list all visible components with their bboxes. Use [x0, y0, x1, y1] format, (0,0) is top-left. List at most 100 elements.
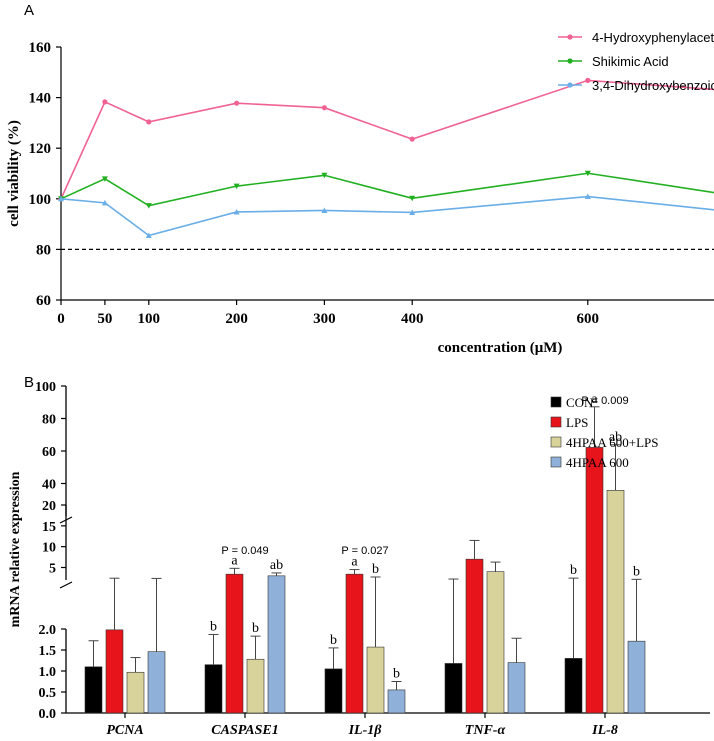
- bar: [564, 658, 583, 714]
- data-point: [409, 195, 416, 202]
- bar: [126, 671, 145, 714]
- panel-label-b: B: [24, 374, 34, 391]
- legend-swatch: [550, 436, 562, 448]
- data-point: [101, 199, 108, 206]
- category-label: CASPASE1: [211, 723, 278, 738]
- significance-letter: b: [570, 563, 577, 578]
- data-point: [584, 170, 591, 177]
- legend-marker: [567, 34, 573, 40]
- bar: [246, 658, 265, 714]
- series-line-dhba: [60, 195, 714, 237]
- category-label: IL-8: [591, 723, 618, 738]
- legend-swatch: [550, 396, 562, 408]
- y-tick-label: 60: [42, 445, 56, 460]
- data-point: [584, 193, 591, 200]
- y-tick-label: 160: [29, 40, 52, 56]
- y-tick-label: 120: [29, 141, 52, 157]
- legend-label: 4-Hydroxyphenylacetic Acid: [592, 30, 714, 45]
- y-tick-label: 100: [29, 192, 52, 208]
- legend-label: 4HPAA 600: [566, 455, 629, 470]
- x-tick-label: 100: [138, 311, 161, 327]
- significance-letter: ab: [609, 430, 622, 445]
- data-point: [409, 136, 415, 142]
- y-tick-label: 60: [36, 293, 51, 309]
- data-point: [145, 203, 152, 209]
- bar: [84, 666, 103, 714]
- legend-marker: [567, 58, 573, 64]
- bar: [486, 571, 505, 714]
- y-tick-label: 80: [42, 413, 56, 428]
- y-tick-label: 100: [35, 380, 56, 395]
- y-tick-label: 20: [42, 499, 56, 514]
- y-tick-label: 140: [29, 91, 52, 107]
- y-tick-label: 1.5: [39, 644, 57, 659]
- significance-letter: a: [351, 555, 358, 570]
- axis-break-mark: [59, 581, 73, 589]
- significance-letter: a: [231, 553, 238, 568]
- x-tick-label: 300: [313, 311, 336, 327]
- y-axis-title: mRNA relative expression: [8, 471, 23, 627]
- x-axis-title: concentration (μM): [438, 340, 563, 356]
- series-line-hpaa: [60, 79, 714, 200]
- data-point: [101, 176, 108, 182]
- data-point: [233, 183, 240, 190]
- x-tick-label: 600: [577, 311, 600, 327]
- legend-label: Shikimic Acid: [592, 54, 669, 69]
- y-axis-title: cell viability (%): [6, 120, 22, 227]
- y-tick-label: 2.0: [39, 623, 57, 638]
- bar: [324, 668, 343, 714]
- bar: [507, 662, 526, 714]
- significance-letter: b: [210, 619, 217, 634]
- data-point: [321, 105, 327, 111]
- significance-letter: b: [372, 562, 379, 577]
- category-label: TNF-α: [465, 723, 506, 738]
- line-chart-cell-viability: 6080100120140160050100200300400600800100…: [6, 30, 714, 356]
- data-point: [146, 119, 152, 125]
- p-value: P = 0.009: [581, 395, 628, 407]
- bar: [366, 646, 385, 714]
- y-tick-label: 80: [36, 242, 51, 258]
- bar-chart-mrna-expression: 0.0 0.5 1.0 1.5 2.0 5 10 15 20 40 60 80 100 mRNA rela…: [8, 380, 710, 738]
- category-label: PCNA: [106, 723, 143, 738]
- y-tick-label: 0.0: [39, 707, 57, 722]
- y-tick-label: 1.0: [39, 665, 57, 680]
- bar: [267, 575, 286, 714]
- legend-label: 4HPAA 600+LPS: [566, 435, 658, 450]
- p-value: P = 0.049: [221, 545, 268, 557]
- significance-letter: ab: [270, 558, 283, 573]
- significance-letter: b: [393, 667, 400, 682]
- data-point: [585, 77, 591, 83]
- legend-label: CON: [566, 395, 594, 410]
- panel-label-a: A: [24, 2, 34, 19]
- x-tick-label: 400: [401, 311, 424, 327]
- significance-letter: b: [633, 564, 640, 579]
- bar: [204, 664, 223, 714]
- bar: [627, 640, 646, 714]
- x-tick-label: 0: [57, 311, 65, 327]
- y-tick-label: 10: [42, 541, 56, 556]
- y-tick-label: 5: [49, 562, 56, 577]
- axis-break-mark: [59, 516, 73, 524]
- data-point: [102, 99, 108, 105]
- significance-letter: b: [330, 633, 337, 648]
- p-value: P = 0.027: [341, 545, 388, 557]
- data-point: [321, 207, 328, 213]
- data-point: [234, 100, 240, 106]
- data-point: [321, 172, 328, 179]
- bar: [387, 689, 406, 714]
- data-point: [58, 195, 64, 202]
- significance-letter: a: [591, 392, 598, 407]
- data-point: [409, 209, 416, 215]
- y-tick-label: 40: [42, 478, 56, 493]
- legend-marker: [567, 82, 573, 88]
- bar: [444, 663, 463, 714]
- data-point: [145, 232, 152, 238]
- bar: [465, 558, 484, 714]
- y-tick-label: 0.5: [39, 686, 57, 701]
- bar: [225, 573, 244, 714]
- significance-letter: b: [252, 621, 259, 636]
- bar: [345, 573, 364, 714]
- legend-swatch: [550, 456, 562, 468]
- x-tick-label: 200: [225, 311, 248, 327]
